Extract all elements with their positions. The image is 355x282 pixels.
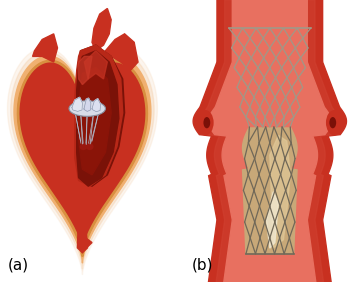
Polygon shape [77,192,88,254]
Polygon shape [84,98,91,111]
Polygon shape [105,34,138,70]
Text: (a): (a) [8,257,29,272]
Polygon shape [18,61,147,256]
Polygon shape [75,45,123,186]
Polygon shape [193,0,346,282]
Polygon shape [84,51,107,79]
Ellipse shape [203,117,210,128]
Polygon shape [242,128,297,254]
Polygon shape [201,0,339,282]
Ellipse shape [69,101,105,116]
Polygon shape [92,99,101,112]
Ellipse shape [329,117,336,128]
Polygon shape [208,0,331,282]
Polygon shape [72,97,82,111]
Ellipse shape [86,143,94,150]
Polygon shape [77,45,125,186]
Polygon shape [77,51,119,186]
Polygon shape [270,135,290,248]
Ellipse shape [326,110,343,135]
Polygon shape [92,8,111,51]
Polygon shape [266,192,278,248]
Polygon shape [33,34,58,62]
Polygon shape [78,56,92,85]
Polygon shape [7,48,157,275]
Ellipse shape [197,110,214,135]
Polygon shape [14,56,151,263]
Polygon shape [11,52,154,269]
Ellipse shape [80,143,87,150]
Polygon shape [78,237,92,248]
Text: (b): (b) [191,258,213,273]
Polygon shape [78,68,111,175]
